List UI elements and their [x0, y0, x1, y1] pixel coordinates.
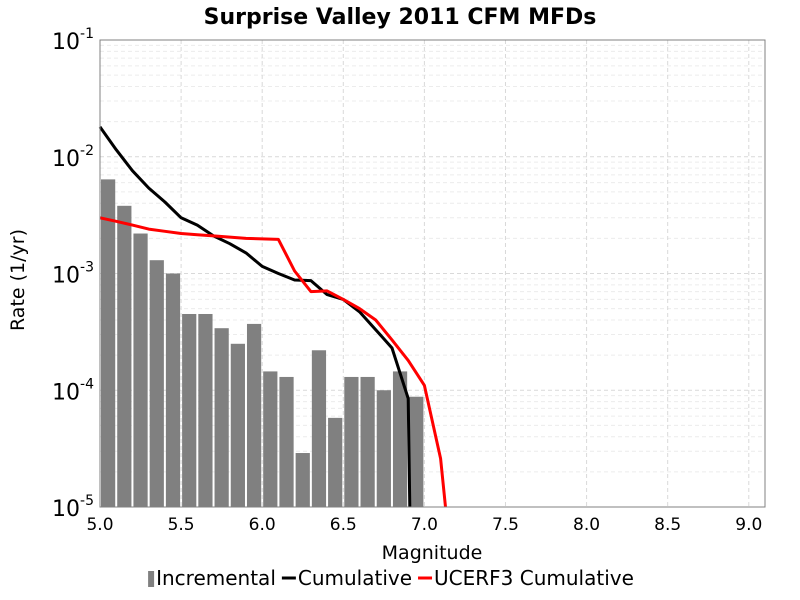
- incremental-bar: [133, 233, 148, 507]
- incremental-bar: [182, 313, 197, 507]
- legend-label: Cumulative: [298, 566, 412, 590]
- legend-label: UCERF3 Cumulative: [434, 566, 634, 590]
- y-tick-label: 10-1: [52, 26, 94, 55]
- incremental-bar: [198, 313, 213, 507]
- incremental-bar: [311, 350, 327, 507]
- legend-label: Incremental: [156, 566, 276, 590]
- incremental-bar: [328, 417, 343, 507]
- x-tick-label: 5.0: [86, 515, 113, 535]
- x-tick-label: 7.5: [492, 515, 519, 535]
- x-tick-label: 8.5: [654, 515, 681, 535]
- incremental-bar: [149, 260, 164, 507]
- y-tick-label: 10-4: [52, 376, 94, 405]
- plot-frame: [99, 39, 766, 508]
- y-tick-label: 10-5: [52, 493, 94, 522]
- y-axis-label: Rate (1/yr): [7, 229, 29, 331]
- cumulative-lines: [98, 126, 447, 508]
- x-tick-label: 9.0: [735, 515, 762, 535]
- x-tick-label: 6.5: [330, 515, 357, 535]
- incremental-bars: [101, 179, 424, 508]
- legend: Incremental Cumulative UCERF3 Cumulative: [148, 566, 634, 590]
- chart-title: Surprise Valley 2011 CFM MFDs: [204, 5, 597, 30]
- x-tick-label: 8.0: [573, 515, 600, 535]
- incremental-bar: [165, 273, 181, 507]
- x-axis-label: Magnitude: [382, 542, 483, 564]
- incremental-bar: [263, 371, 278, 507]
- x-tick-label: 7.0: [411, 515, 438, 535]
- y-tick-label: 10-2: [52, 143, 94, 172]
- incremental-bar: [409, 396, 424, 507]
- x-tick-label: 5.5: [168, 515, 195, 535]
- legend-swatch-incremental: [148, 571, 155, 587]
- incremental-bar: [214, 328, 229, 507]
- incremental-bar: [295, 453, 310, 507]
- y-tick-label: 10-3: [52, 260, 94, 289]
- x-tick-labels: 5.0 5.5 6.0 6.5 7.0 7.5 8.0 8.5 9.0: [86, 515, 762, 535]
- incremental-bar: [279, 376, 294, 507]
- cumulative-line: [98, 126, 412, 508]
- incremental-bar: [344, 376, 359, 507]
- ucerf3-cumulative-line: [99, 216, 447, 508]
- incremental-bar: [117, 205, 132, 507]
- y-tick-labels: 10-5 10-4 10-3 10-2 10-1: [52, 26, 94, 522]
- incremental-bar: [392, 371, 408, 507]
- incremental-bar: [360, 376, 375, 507]
- incremental-bar: [246, 323, 262, 507]
- incremental-bar: [376, 390, 391, 507]
- incremental-bar: [230, 343, 245, 507]
- x-tick-label: 6.0: [249, 515, 276, 535]
- incremental-bar: [101, 179, 116, 508]
